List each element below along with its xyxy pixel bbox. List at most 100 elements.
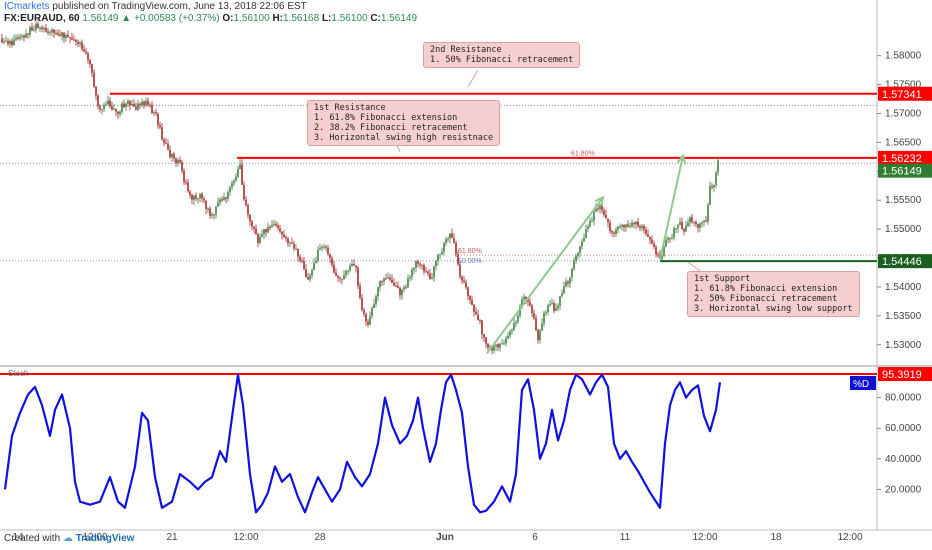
candle-body bbox=[183, 170, 185, 183]
candle-body bbox=[153, 112, 155, 114]
candle-body bbox=[305, 269, 307, 278]
candle-body bbox=[705, 220, 707, 222]
time-tick-label: 12:00 bbox=[837, 532, 862, 543]
candle-body bbox=[547, 305, 549, 313]
candle-body bbox=[71, 37, 73, 40]
candle-body bbox=[29, 27, 31, 35]
candle-body bbox=[667, 238, 669, 241]
candle-body bbox=[255, 228, 257, 234]
note-line: 1. 61.8% Fibonacci extension bbox=[694, 284, 838, 294]
candle-body bbox=[25, 33, 27, 38]
axes: 1.530001.535001.540001.545001.550001.555… bbox=[12, 51, 932, 543]
candle-body bbox=[679, 221, 681, 225]
candle-body bbox=[669, 238, 671, 240]
candle-body bbox=[521, 299, 523, 307]
candle-body bbox=[301, 260, 303, 262]
candle-body bbox=[13, 39, 15, 46]
candle-body bbox=[151, 104, 153, 113]
candle-body bbox=[381, 281, 383, 283]
candle-body bbox=[1, 38, 3, 43]
candle-body bbox=[21, 35, 23, 37]
candle-body bbox=[113, 108, 115, 110]
candle-body bbox=[85, 51, 87, 54]
candle-body bbox=[83, 49, 85, 52]
stoch-value-badge-text: 95.3919 bbox=[882, 369, 922, 381]
candle-body bbox=[37, 23, 39, 28]
fib-label-mid: 61.80% bbox=[458, 248, 482, 255]
candle-body bbox=[673, 228, 675, 238]
candle-body bbox=[687, 222, 689, 226]
candle-body bbox=[133, 104, 135, 107]
candle-body bbox=[345, 270, 347, 275]
candle-body bbox=[457, 254, 459, 265]
author-link[interactable]: ICmarkets bbox=[4, 1, 50, 12]
candle-body bbox=[585, 229, 587, 238]
candle-body bbox=[137, 103, 139, 110]
candle-body bbox=[365, 313, 367, 322]
note-pointer bbox=[467, 69, 479, 88]
candle-body bbox=[65, 35, 67, 38]
candle-body bbox=[341, 278, 343, 280]
candle-body bbox=[565, 281, 567, 287]
candle-body bbox=[453, 237, 455, 243]
published-text: published on TradingView.com, June 13, 2… bbox=[52, 1, 307, 12]
candle-body bbox=[107, 100, 109, 105]
candle-body bbox=[131, 104, 133, 106]
candle-body bbox=[411, 269, 413, 278]
candle-body bbox=[149, 104, 151, 106]
candle-body bbox=[3, 41, 5, 43]
candle-body bbox=[709, 186, 711, 205]
candle-body bbox=[447, 238, 449, 240]
candle-body bbox=[351, 263, 353, 267]
candle-body bbox=[375, 296, 377, 304]
candle-body bbox=[655, 246, 657, 255]
price-tick-label: 1.53500 bbox=[885, 311, 922, 322]
candle-body bbox=[277, 225, 279, 229]
candle-body bbox=[479, 320, 481, 322]
candle-body bbox=[275, 223, 277, 226]
candle-body bbox=[321, 246, 323, 249]
low-value: 1.56100 bbox=[331, 13, 368, 24]
candle-body bbox=[225, 197, 227, 199]
candle-body bbox=[621, 224, 623, 227]
candle-body bbox=[427, 271, 429, 274]
candle-body bbox=[661, 255, 663, 260]
candle-body bbox=[691, 217, 693, 222]
candle-body bbox=[511, 330, 513, 332]
candle-body bbox=[139, 103, 141, 106]
fib-label-upper: 61.80% bbox=[571, 150, 595, 157]
candle-body bbox=[559, 296, 561, 306]
candle-body bbox=[281, 231, 283, 235]
candle-body bbox=[143, 101, 145, 106]
candle-body bbox=[495, 344, 497, 347]
candle-body bbox=[603, 210, 605, 215]
candle-body bbox=[531, 305, 533, 314]
candle-body bbox=[701, 222, 703, 224]
price-level-badge-text: 1.54446 bbox=[882, 256, 922, 268]
series-badge bbox=[850, 376, 876, 390]
candle-body bbox=[91, 64, 93, 73]
price-level-badge-text: 1.56149 bbox=[882, 166, 922, 178]
tradingview-brand[interactable]: TradingView bbox=[75, 533, 135, 544]
candle-body bbox=[369, 316, 371, 325]
candle-body bbox=[575, 255, 577, 261]
candle-body bbox=[561, 293, 563, 297]
price-level-badge bbox=[878, 86, 932, 101]
candle-body bbox=[171, 153, 173, 158]
note-line: 2nd Resistance bbox=[430, 45, 502, 55]
candle-body bbox=[589, 221, 591, 227]
candle-body bbox=[229, 187, 231, 193]
candle-body bbox=[203, 198, 205, 201]
candle-body bbox=[417, 261, 419, 264]
candle-body bbox=[287, 238, 289, 244]
candle-body bbox=[567, 281, 569, 284]
candle-body bbox=[441, 251, 443, 255]
candle-body bbox=[371, 308, 373, 317]
candle-body bbox=[293, 243, 295, 249]
candle-body bbox=[31, 27, 33, 31]
candle-body bbox=[429, 273, 431, 279]
candle-body bbox=[539, 330, 541, 341]
time-tick-label: Jun bbox=[436, 532, 454, 543]
candle-body bbox=[395, 285, 397, 287]
candle-body bbox=[217, 202, 219, 207]
